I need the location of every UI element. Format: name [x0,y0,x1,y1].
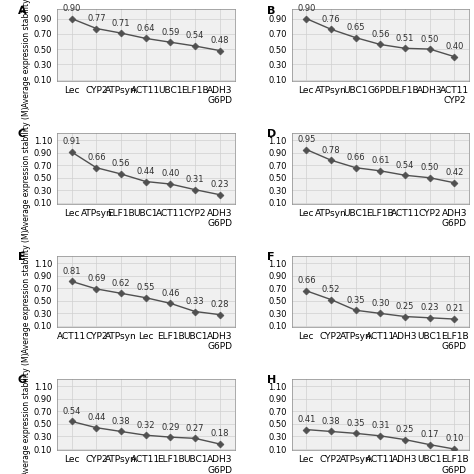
Y-axis label: Average expression stability (M): Average expression stability (M) [22,0,31,107]
Y-axis label: Average expression stability (M): Average expression stability (M) [22,107,31,230]
Text: 0.27: 0.27 [186,424,204,433]
Text: 0.81: 0.81 [63,267,81,276]
Text: 0.41: 0.41 [297,415,316,424]
Text: 0.40: 0.40 [445,42,464,51]
Text: 0.51: 0.51 [396,34,414,43]
Text: 0.56: 0.56 [112,159,130,168]
Text: 0.28: 0.28 [210,300,229,309]
Text: 0.40: 0.40 [161,170,180,179]
Text: C: C [18,129,26,139]
Text: 0.30: 0.30 [371,299,390,308]
Text: 0.46: 0.46 [161,289,180,298]
Text: 0.18: 0.18 [210,429,229,438]
Text: 0.66: 0.66 [297,276,316,285]
Text: 0.77: 0.77 [87,14,106,23]
Text: B: B [266,6,275,16]
Text: 0.29: 0.29 [161,422,180,431]
Text: 0.91: 0.91 [63,137,81,146]
Text: 0.59: 0.59 [161,27,180,36]
Text: 0.66: 0.66 [87,153,106,162]
Text: E: E [18,252,26,262]
Text: 0.31: 0.31 [371,421,390,430]
Text: 0.65: 0.65 [346,23,365,32]
Text: 0.23: 0.23 [420,303,439,312]
Text: 0.17: 0.17 [420,430,439,439]
Text: 0.21: 0.21 [445,304,464,313]
Text: 0.25: 0.25 [396,425,414,434]
Text: 0.32: 0.32 [137,421,155,429]
Text: 0.44: 0.44 [137,167,155,176]
Text: 0.50: 0.50 [420,163,439,172]
Text: 0.33: 0.33 [186,297,204,306]
Text: 0.66: 0.66 [346,153,365,162]
Text: 0.38: 0.38 [322,417,340,426]
Text: 0.76: 0.76 [322,15,340,24]
Text: 0.71: 0.71 [112,18,130,27]
Y-axis label: Average expression stability (M): Average expression stability (M) [22,353,31,474]
Text: 0.54: 0.54 [186,31,204,40]
Text: 0.48: 0.48 [210,36,229,45]
Text: 0.69: 0.69 [87,274,106,283]
Text: 0.25: 0.25 [396,302,414,311]
Text: 0.55: 0.55 [137,283,155,292]
Text: 0.38: 0.38 [112,417,130,426]
Text: 0.61: 0.61 [371,156,390,165]
Text: 0.90: 0.90 [63,4,81,13]
Text: 0.31: 0.31 [186,175,204,184]
Text: 0.78: 0.78 [322,146,340,155]
Text: G: G [18,375,27,385]
Text: 0.50: 0.50 [420,35,439,44]
Text: 0.64: 0.64 [137,24,155,33]
Text: 0.23: 0.23 [210,180,229,189]
Text: 0.52: 0.52 [322,285,340,294]
Text: 0.62: 0.62 [112,279,130,288]
Text: D: D [266,129,276,139]
Text: 0.95: 0.95 [297,135,316,144]
Text: 0.35: 0.35 [346,419,365,428]
Text: F: F [266,252,274,262]
Text: 0.54: 0.54 [396,161,414,170]
Text: 0.44: 0.44 [87,413,106,422]
Text: 0.54: 0.54 [63,407,81,416]
Text: 0.35: 0.35 [346,296,365,305]
Text: H: H [266,375,276,385]
Text: 0.56: 0.56 [371,30,390,39]
Text: A: A [18,6,27,16]
Text: 0.90: 0.90 [297,4,316,13]
Text: 0.42: 0.42 [445,168,464,177]
Text: 0.10: 0.10 [445,435,464,444]
Y-axis label: Average expression stability (M): Average expression stability (M) [22,229,31,353]
